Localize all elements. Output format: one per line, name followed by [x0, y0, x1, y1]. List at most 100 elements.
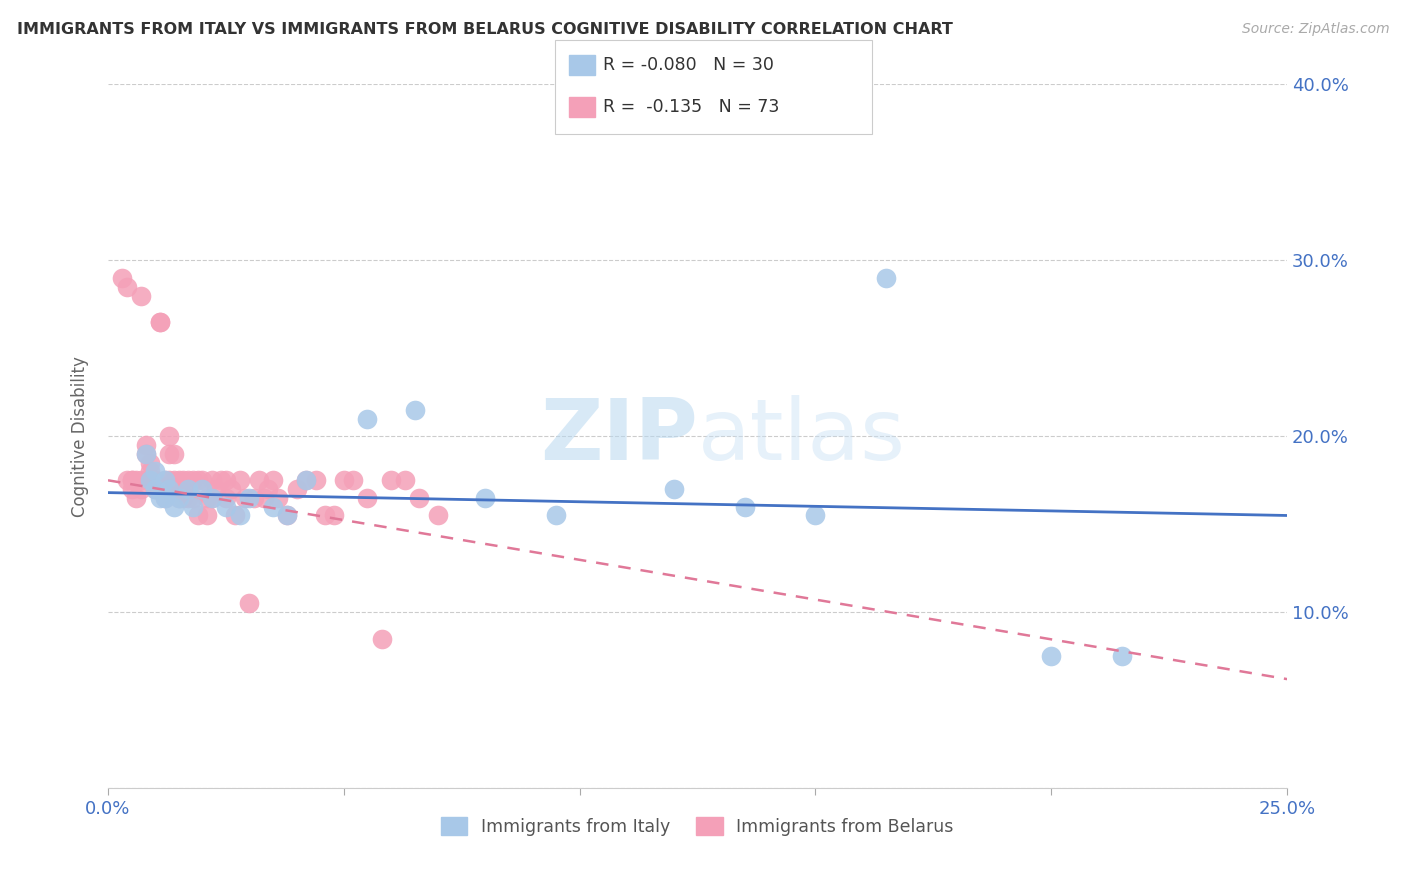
- Text: IMMIGRANTS FROM ITALY VS IMMIGRANTS FROM BELARUS COGNITIVE DISABILITY CORRELATIO: IMMIGRANTS FROM ITALY VS IMMIGRANTS FROM…: [17, 22, 953, 37]
- Point: [262, 500, 284, 514]
- Point: [804, 508, 827, 523]
- Point: [167, 491, 190, 505]
- Point: [153, 491, 176, 505]
- Point: [139, 456, 162, 470]
- Point: [201, 491, 224, 505]
- Point: [111, 271, 134, 285]
- Point: [262, 473, 284, 487]
- Point: [121, 482, 143, 496]
- Point: [149, 315, 172, 329]
- Point: [157, 447, 180, 461]
- Point: [1040, 649, 1063, 664]
- Point: [143, 482, 166, 496]
- Point: [201, 491, 224, 505]
- Point: [149, 491, 172, 505]
- Point: [167, 473, 190, 487]
- Point: [219, 482, 242, 496]
- Point: [121, 473, 143, 487]
- Point: [115, 473, 138, 487]
- Point: [153, 482, 176, 496]
- Point: [177, 482, 200, 496]
- Point: [181, 500, 204, 514]
- Point: [370, 632, 392, 646]
- Point: [163, 500, 186, 514]
- Point: [181, 491, 204, 505]
- Legend: Immigrants from Italy, Immigrants from Belarus: Immigrants from Italy, Immigrants from B…: [434, 810, 960, 843]
- Point: [734, 500, 756, 514]
- Point: [356, 411, 378, 425]
- Point: [195, 508, 218, 523]
- Point: [323, 508, 346, 523]
- Point: [167, 482, 190, 496]
- Point: [224, 508, 246, 523]
- Point: [314, 508, 336, 523]
- Point: [177, 491, 200, 505]
- Point: [135, 447, 157, 461]
- Point: [276, 508, 298, 523]
- Point: [125, 473, 148, 487]
- Point: [163, 473, 186, 487]
- Point: [342, 473, 364, 487]
- Point: [408, 491, 430, 505]
- Point: [295, 473, 318, 487]
- Point: [143, 465, 166, 479]
- Point: [356, 491, 378, 505]
- Point: [404, 403, 426, 417]
- Point: [187, 508, 209, 523]
- Point: [205, 482, 228, 496]
- Point: [215, 473, 238, 487]
- Text: R = -0.080   N = 30: R = -0.080 N = 30: [603, 56, 775, 74]
- Point: [143, 473, 166, 487]
- Text: atlas: atlas: [697, 395, 905, 478]
- Point: [195, 491, 218, 505]
- Point: [427, 508, 450, 523]
- Point: [129, 288, 152, 302]
- Point: [304, 473, 326, 487]
- Point: [229, 508, 252, 523]
- Point: [143, 482, 166, 496]
- Point: [201, 473, 224, 487]
- Point: [135, 447, 157, 461]
- Point: [153, 473, 176, 487]
- Point: [135, 438, 157, 452]
- Point: [129, 473, 152, 487]
- Point: [267, 491, 290, 505]
- Text: Source: ZipAtlas.com: Source: ZipAtlas.com: [1241, 22, 1389, 37]
- Point: [181, 473, 204, 487]
- Point: [380, 473, 402, 487]
- Point: [209, 473, 232, 487]
- Point: [191, 482, 214, 496]
- Text: R =  -0.135   N = 73: R = -0.135 N = 73: [603, 98, 779, 116]
- Point: [662, 482, 685, 496]
- Point: [121, 473, 143, 487]
- Point: [191, 473, 214, 487]
- Point: [115, 279, 138, 293]
- Point: [253, 491, 276, 505]
- Point: [163, 447, 186, 461]
- Point: [238, 491, 260, 505]
- Point: [125, 491, 148, 505]
- Point: [139, 473, 162, 487]
- Point: [167, 491, 190, 505]
- Point: [276, 508, 298, 523]
- Y-axis label: Cognitive Disability: Cognitive Disability: [72, 356, 89, 516]
- Point: [238, 597, 260, 611]
- Point: [139, 473, 162, 487]
- Point: [285, 482, 308, 496]
- Point: [394, 473, 416, 487]
- Point: [172, 491, 194, 505]
- Point: [233, 491, 256, 505]
- Point: [875, 271, 897, 285]
- Point: [172, 473, 194, 487]
- Point: [247, 473, 270, 487]
- Point: [474, 491, 496, 505]
- Point: [129, 482, 152, 496]
- Point: [295, 473, 318, 487]
- Point: [215, 491, 238, 505]
- Point: [1111, 649, 1133, 664]
- Point: [215, 500, 238, 514]
- Point: [187, 473, 209, 487]
- Point: [157, 473, 180, 487]
- Point: [139, 465, 162, 479]
- Point: [153, 491, 176, 505]
